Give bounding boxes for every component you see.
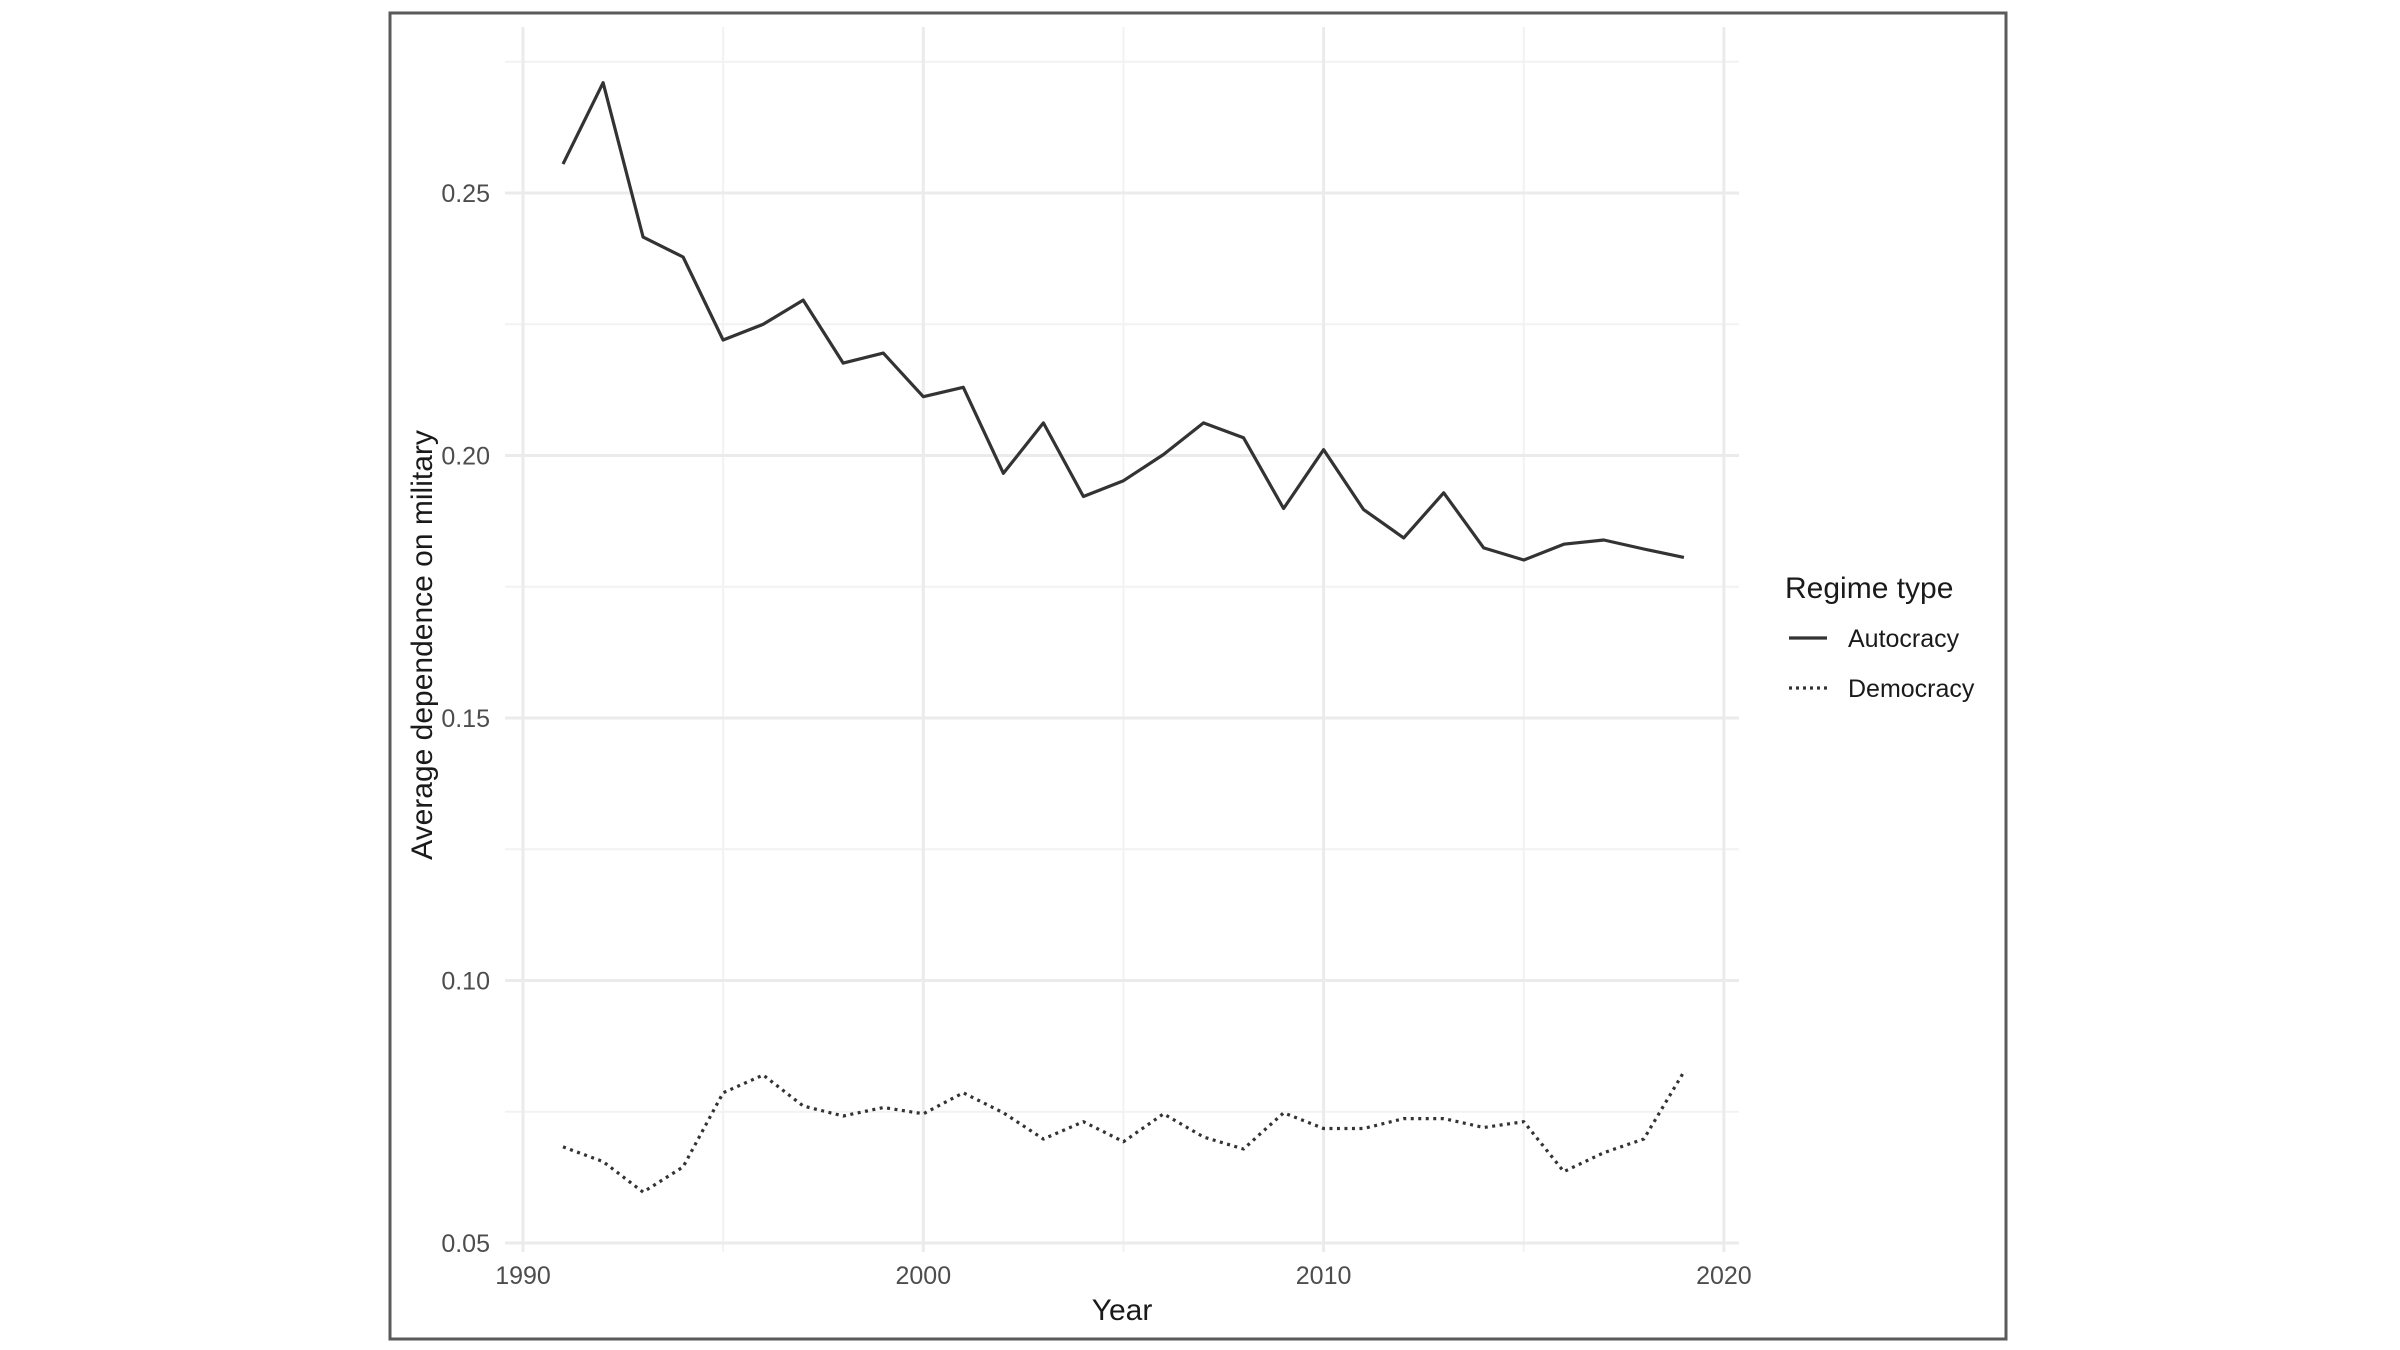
legend-label-democracy: Democracy [1848,675,1975,703]
x-tick-label: 1990 [495,1262,551,1290]
y-tick-label: 0.15 [441,705,490,733]
legend-label-autocracy: Autocracy [1848,625,1960,653]
x-tick-label: 2020 [1696,1262,1752,1290]
legend-title: Regime type [1785,572,1953,605]
y-tick-label: 0.20 [441,443,490,471]
x-axis-tick-labels: 1990 2000 2010 2020 [495,1262,1752,1290]
x-tick-label: 2000 [895,1262,951,1290]
x-tick-label: 2010 [1296,1262,1352,1290]
minor-gridlines [505,27,1739,1252]
major-gridlines [505,27,1739,1252]
y-axis-tick-labels: 0.05 0.10 0.15 0.20 0.25 [441,180,490,1258]
y-tick-label: 0.05 [441,1230,490,1258]
y-tick-label: 0.25 [441,180,490,208]
figure-frame [388,11,2008,1341]
y-axis-title: Average dependence on military [406,430,439,860]
legend: Regime type Autocracy Democracy [1785,572,1975,703]
y-tick-label: 0.10 [441,968,490,996]
x-axis-title: Year [1092,1294,1153,1327]
series-line-democracy [562,1070,1686,1194]
data-series [561,81,1686,1194]
series-line-autocracy [561,81,1685,562]
